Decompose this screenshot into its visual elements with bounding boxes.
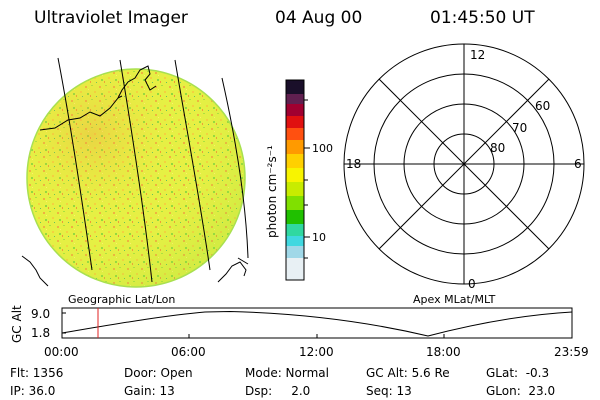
polar-label-18: 18 <box>346 157 361 171</box>
time-label: 01:45:50 UT <box>430 8 535 28</box>
altitude-xtick-2359: 23:59 <box>554 345 589 359</box>
altitude-xtick-0000: 00:00 <box>44 345 79 359</box>
colorbar-tick-100: 100 <box>312 142 333 155</box>
info-glat: GLat: -0.3 <box>486 366 550 380</box>
colorbar-tick-10: 10 <box>312 231 326 244</box>
info-seq: Seq: 13 <box>366 384 412 398</box>
color-scale-bar <box>285 79 310 281</box>
info-flight: Flt: 1356 <box>10 366 64 380</box>
info-gain: Gain: 13 <box>124 384 175 398</box>
info-glon: GLon: 23.0 <box>486 384 556 398</box>
info-ip: IP: 36.0 <box>10 384 56 398</box>
polar-lat-70: 70 <box>512 121 527 135</box>
altitude-xtick-0600: 06:00 <box>171 345 206 359</box>
altitude-ylabel: GC Alt <box>10 305 24 343</box>
polar-label-0: 0 <box>468 277 476 291</box>
date-label: 04 Aug 00 <box>275 8 363 28</box>
polar-lat-60: 60 <box>535 99 550 113</box>
altitude-ytick-9: 9.0 <box>31 307 50 321</box>
altitude-plot <box>61 307 573 339</box>
altitude-ytick-1-8: 1.8 <box>31 326 50 340</box>
coastline-contours <box>21 65 249 287</box>
uv-image-disk <box>26 68 246 288</box>
polar-label-6: 6 <box>574 157 582 171</box>
colorbar-unit-label: photon cm⁻²s⁻¹ <box>265 145 279 238</box>
polar-plot <box>343 43 585 285</box>
info-door: Door: Open <box>124 366 193 380</box>
altitude-xtick-1200: 12:00 <box>299 345 334 359</box>
polar-label-12: 12 <box>470 48 485 62</box>
polar-lat-80: 80 <box>490 141 505 155</box>
geographic-grid-lines <box>57 57 249 283</box>
info-mode: Mode: Normal <box>245 366 329 380</box>
info-gc-alt: GC Alt: 5.6 Re <box>366 366 450 380</box>
apex-projection-label: Apex MLat/MLT <box>413 293 496 306</box>
geographic-projection-label: Geographic Lat/Lon <box>68 293 175 306</box>
altitude-xtick-1800: 18:00 <box>426 345 461 359</box>
info-dsp: Dsp: 2.0 <box>245 384 311 398</box>
instrument-title: Ultraviolet Imager <box>34 8 188 28</box>
